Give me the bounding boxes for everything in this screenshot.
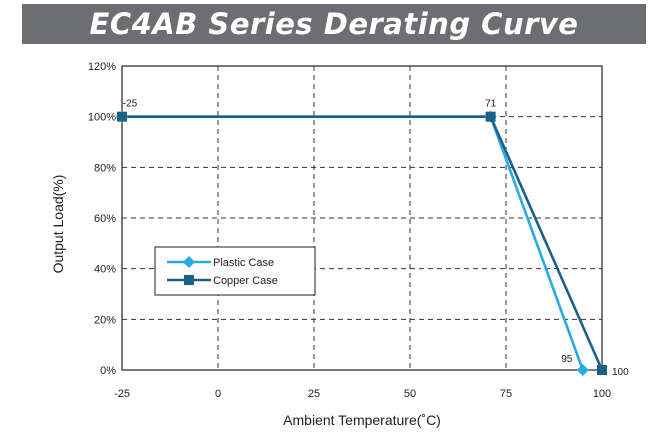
y-tick-label: 20% bbox=[94, 314, 116, 326]
point-labels: -25 71 95 100 bbox=[123, 99, 629, 378]
legend-marker bbox=[184, 275, 194, 285]
legend-item: Plastic Case bbox=[167, 256, 274, 269]
point-label: 71 bbox=[485, 99, 497, 110]
x-tick-label: -25 bbox=[114, 388, 130, 400]
data-point bbox=[576, 364, 589, 376]
series-line bbox=[122, 115, 604, 371]
y-tick-label: 80% bbox=[94, 162, 116, 174]
y-tick-label: 40% bbox=[94, 264, 116, 276]
data-point bbox=[597, 365, 607, 375]
y-tick-label: 120% bbox=[88, 61, 116, 73]
plot-area bbox=[121, 65, 603, 371]
chart-title: EC4AB Series Derating Curve bbox=[89, 7, 579, 41]
y-tick-label: 100% bbox=[88, 112, 116, 124]
legend: Plastic Case Copper Case bbox=[154, 246, 316, 296]
point-label: -25 bbox=[123, 99, 138, 110]
x-tick-label: 50 bbox=[404, 388, 416, 400]
y-tick-label: 0% bbox=[100, 365, 116, 377]
grid bbox=[122, 66, 602, 370]
series bbox=[116, 110, 607, 376]
series-markers bbox=[117, 111, 607, 375]
axis-ticks: -25 0 25 50 75 100 0% 20% 40% 60% 80% 100% 120% bbox=[88, 61, 611, 400]
legend-label: Plastic Case bbox=[213, 257, 274, 269]
data-point bbox=[485, 111, 496, 122]
series-line bbox=[122, 115, 585, 371]
title-banner: EC4AB Series Derating Curve bbox=[22, 4, 646, 44]
legend-marker bbox=[183, 256, 195, 268]
point-label: 95 bbox=[561, 354, 573, 365]
point-label: 100 bbox=[612, 367, 629, 378]
y-axis-label: Output Load(%) bbox=[50, 175, 66, 274]
legend-box bbox=[154, 246, 316, 296]
x-tick-label: 75 bbox=[500, 388, 512, 400]
x-tick-label: 100 bbox=[593, 388, 611, 400]
legend-item: Copper Case bbox=[167, 275, 278, 287]
series-plastic-case bbox=[122, 115, 585, 371]
series-markers bbox=[116, 110, 589, 376]
y-tick-label: 60% bbox=[94, 213, 116, 225]
legend-label: Copper Case bbox=[213, 275, 278, 287]
data-point bbox=[117, 111, 127, 122]
x-tick-label: 0 bbox=[215, 388, 221, 400]
series-copper-case bbox=[122, 115, 604, 371]
x-axis-label: Ambient Temperature(˚C) bbox=[283, 412, 441, 428]
x-tick-label: 25 bbox=[308, 388, 320, 400]
